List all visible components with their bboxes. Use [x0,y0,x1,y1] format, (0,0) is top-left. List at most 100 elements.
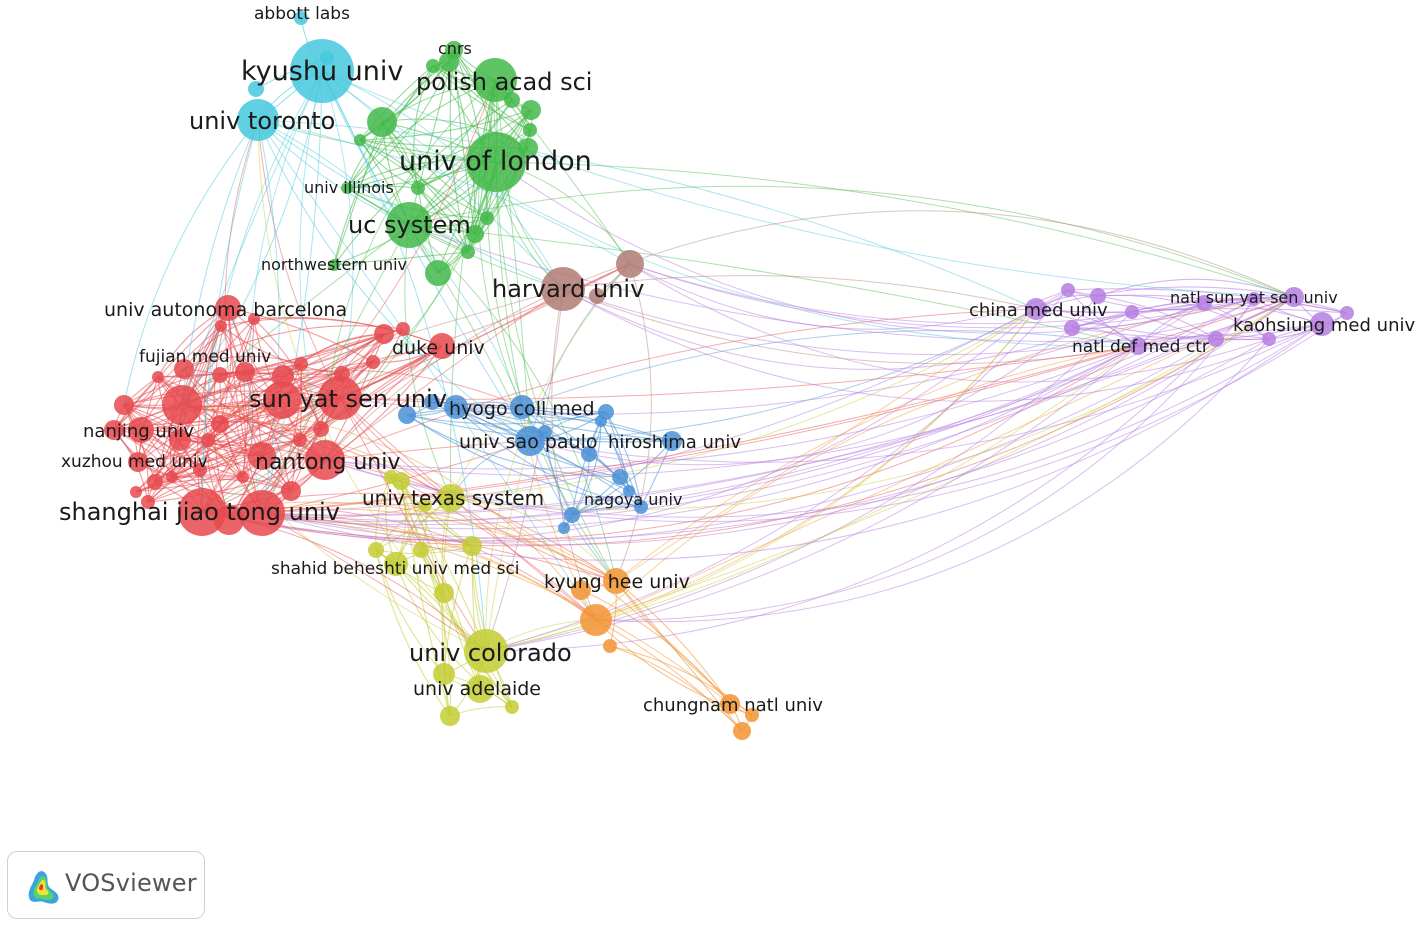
network-node-red[interactable] [212,367,228,383]
network-node-red[interactable] [141,495,155,509]
network-node-green[interactable] [480,211,494,225]
network-node-green[interactable] [518,138,538,158]
node-label-polish-acad-sci[interactable]: polish acad sci [416,68,592,96]
node-label-nagoya-univ[interactable]: nagoya univ [584,490,682,509]
network-node-cyan[interactable] [248,81,264,97]
network-node-green[interactable] [445,41,463,59]
network-node-cyan[interactable] [290,39,354,103]
node-label-univ-of-london[interactable]: univ of london [399,146,592,177]
node-label-natl-def-med-ctr[interactable]: natl def med ctr [1072,337,1209,357]
network-node-yellow[interactable] [440,706,460,726]
network-node-blue[interactable] [444,395,468,419]
network-node-purple[interactable] [1262,332,1276,346]
network-node-red[interactable] [429,333,455,359]
network-node-purple[interactable] [1284,287,1304,307]
network-node-cyan[interactable] [294,11,308,25]
node-label-abbott-labs[interactable]: abbott labs [254,4,350,24]
network-node-red[interactable] [104,420,124,440]
network-node-red[interactable] [211,415,229,433]
network-node-yellow[interactable] [462,536,482,556]
network-node-red[interactable] [237,471,249,483]
network-node-red[interactable] [305,440,345,480]
node-label-univ-sao-paulo[interactable]: univ sao paulo [459,431,598,453]
network-node-blue[interactable] [558,522,570,534]
network-node-red[interactable] [293,433,307,447]
network-node-purple[interactable] [1090,288,1106,304]
network-node-purple[interactable] [1129,337,1147,355]
network-node-red[interactable] [272,365,294,387]
node-label-natl-sun-yat-sen-univ[interactable]: natl sun yat sen univ [1170,288,1338,307]
node-label-nanjing-univ[interactable]: nanjing univ [83,421,194,442]
network-node-green[interactable] [328,259,340,271]
network-node-purple[interactable] [1025,298,1047,320]
network-node-green[interactable] [367,107,397,137]
network-node-cyan[interactable] [237,99,279,141]
network-node-blue[interactable] [612,469,628,485]
network-node-green[interactable] [386,202,432,248]
network-node-red[interactable] [334,366,350,382]
node-label-univ-colorado[interactable]: univ colorado [409,639,572,667]
node-label-hiroshima-univ[interactable]: hiroshima univ [608,432,741,453]
network-node-red[interactable] [162,385,202,425]
node-label-northwestern-univ[interactable]: northwestern univ [261,255,407,274]
network-node-blue[interactable] [538,425,552,439]
network-node-red[interactable] [215,320,227,332]
network-node-purple[interactable] [1125,305,1139,319]
network-node-blue[interactable] [581,446,597,462]
network-node-green[interactable] [341,182,353,194]
network-node-yellow[interactable] [384,470,398,484]
node-label-kyung-hee-univ[interactable]: kyung hee univ [544,571,690,593]
node-label-nantong-univ[interactable]: nantong univ [255,450,400,475]
node-label-shanghai-jiao-tong-univ[interactable]: shanghai jiao tong univ [59,498,340,526]
network-node-yellow[interactable] [505,700,519,714]
network-node-red[interactable] [178,488,226,536]
network-node-blue[interactable] [623,485,635,497]
network-node-brown[interactable] [541,267,585,311]
network-node-orange[interactable] [603,568,629,594]
network-node-red[interactable] [239,490,285,536]
network-node-yellow[interactable] [384,552,408,576]
node-label-cnrs[interactable]: cnrs [438,39,472,58]
node-label-kaohsiung-med-univ[interactable]: kaohsiung med univ [1233,315,1415,336]
network-node-red[interactable] [174,359,194,379]
network-node-green[interactable] [426,59,440,73]
network-node-red[interactable] [248,442,276,470]
node-label-hyogo-coll-med[interactable]: hyogo coll med [449,398,595,420]
network-node-green[interactable] [461,245,475,259]
network-node-red[interactable] [147,474,163,490]
network-node-red[interactable] [169,429,191,451]
network-node-red[interactable] [366,355,380,369]
network-node-red[interactable] [193,463,207,477]
network-node-red[interactable] [114,395,134,415]
network-node-blue[interactable] [510,395,534,419]
network-node-green[interactable] [504,92,520,108]
node-label-univ-illinois[interactable]: univ illinois [304,178,394,197]
vosviewer-badge[interactable]: VOSviewer [7,851,205,919]
node-label-univ-toronto[interactable]: univ toronto [189,107,335,135]
network-node-purple[interactable] [1310,312,1334,336]
network-node-orange[interactable] [733,722,751,740]
network-node-orange[interactable] [571,580,591,600]
node-label-uc-system[interactable]: uc system [348,211,471,239]
network-node-red[interactable] [374,324,394,344]
network-node-green[interactable] [466,132,526,192]
network-node-blue[interactable] [564,507,580,523]
network-node-purple[interactable] [1340,306,1354,320]
network-node-green[interactable] [425,260,451,286]
network-node-yellow[interactable] [466,675,494,703]
network-node-blue[interactable] [595,415,607,427]
network-node-red[interactable] [294,357,308,371]
node-label-china-med-univ[interactable]: china med univ [969,300,1108,321]
network-node-brown[interactable] [616,250,644,278]
network-node-brown[interactable] [589,288,605,304]
network-node-orange[interactable] [603,639,617,653]
network-node-red[interactable] [166,471,178,483]
node-label-univ-adelaide[interactable]: univ adelaide [413,678,541,700]
network-node-red[interactable] [235,362,255,382]
network-node-red[interactable] [281,481,301,501]
network-node-blue[interactable] [398,406,416,424]
network-node-green[interactable] [466,225,484,243]
network-node-cyan[interactable] [320,51,334,65]
network-node-green[interactable] [354,134,366,146]
